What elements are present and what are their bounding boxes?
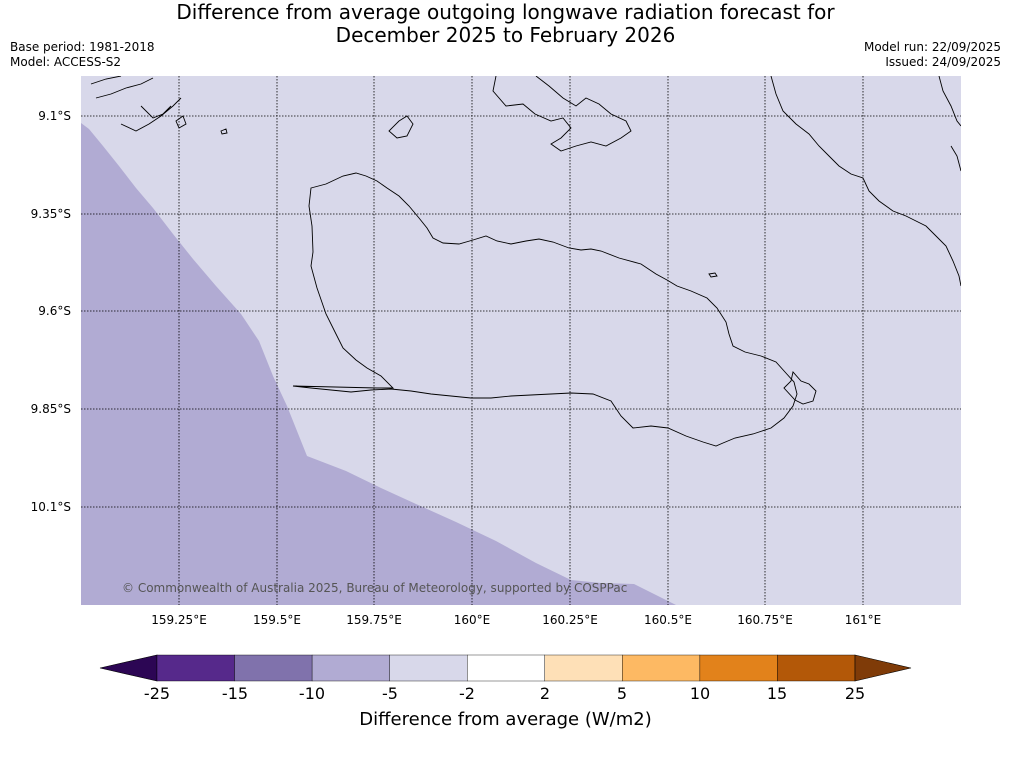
lon-label-161: 161°E xyxy=(844,613,882,627)
coastline-tiny-islet xyxy=(708,272,718,278)
coastline-guadalcanal xyxy=(292,172,798,447)
colorbar-segment xyxy=(389,654,468,682)
colorbar-tick--2: -2 xyxy=(459,684,475,703)
coastlines xyxy=(90,76,961,447)
lon-label-159.5: 159.5°E xyxy=(253,613,301,627)
coastline-island-east-tip xyxy=(783,371,817,405)
lon-label-159.25: 159.25°E xyxy=(151,613,207,627)
lat-label-9.85: 9.85°S xyxy=(30,402,71,416)
colorbar-tick--10: -10 xyxy=(298,684,326,703)
colorbar-segment xyxy=(777,654,856,682)
colorbar-tick--5: -5 xyxy=(382,684,398,703)
map-gridlines xyxy=(81,76,961,605)
lon-label-160: 160°E xyxy=(453,613,491,627)
colorbar-segment xyxy=(544,654,623,682)
lat-label-9.1: 9.1°S xyxy=(38,109,71,123)
colorbar-tick--15: -15 xyxy=(221,684,249,703)
lon-label-160.5: 160.5°E xyxy=(644,613,692,627)
colorbar-segment xyxy=(467,654,545,682)
lon-label-160.75: 160.75°E xyxy=(737,613,793,627)
colorbar-tick-5: 5 xyxy=(616,684,628,703)
coastline-nw-islands xyxy=(90,76,228,135)
colorbar-tick--25: -25 xyxy=(143,684,171,703)
colorbar-segment xyxy=(622,654,701,682)
base-period-text: Base period: 1981-2018 xyxy=(10,40,155,54)
colorbar-tick-25: 25 xyxy=(844,684,866,703)
colorbar xyxy=(99,654,912,682)
coastline-malaita xyxy=(770,76,961,287)
lat-label-9.6: 9.6°S xyxy=(38,304,71,318)
map-panel: © Commonwealth of Australia 2025, Bureau… xyxy=(81,76,961,605)
lat-label-10.1: 10.1°S xyxy=(30,500,71,514)
colorbar-tick-2: 2 xyxy=(539,684,551,703)
issued-text: Issued: 24/09/2025 xyxy=(885,55,1001,69)
colorbar-segment xyxy=(234,654,313,682)
model-run-text: Model run: 22/09/2025 xyxy=(863,40,1001,54)
colorbar-extend-low xyxy=(99,654,158,682)
chart-title-line-2: December 2025 to February 2026 xyxy=(335,23,676,47)
colorbar-segment xyxy=(311,654,390,682)
coastline-florida-islands xyxy=(492,76,632,152)
map-region-anomaly-neg10-neg5 xyxy=(81,123,676,605)
colorbar-label: Difference from average (W/m2) xyxy=(359,709,652,730)
colorbar-segment xyxy=(699,654,778,682)
colorbar-segment xyxy=(156,654,235,682)
copyright-text: © Commonwealth of Australia 2025, Bureau… xyxy=(122,581,627,595)
colorbar-extend-high xyxy=(854,654,912,682)
lat-label-9.35: 9.35°S xyxy=(30,207,71,221)
colorbar-tick-15: 15 xyxy=(766,684,788,703)
colorbar-tick-10: 10 xyxy=(689,684,711,703)
model-text: Model: ACCESS-S2 xyxy=(10,55,122,69)
chart-title-line-1: Difference from average outgoing longwav… xyxy=(176,0,835,24)
coastline-small-islet xyxy=(388,115,414,139)
lon-label-160.25: 160.25°E xyxy=(542,613,598,627)
lon-label-159.75: 159.75°E xyxy=(346,613,402,627)
